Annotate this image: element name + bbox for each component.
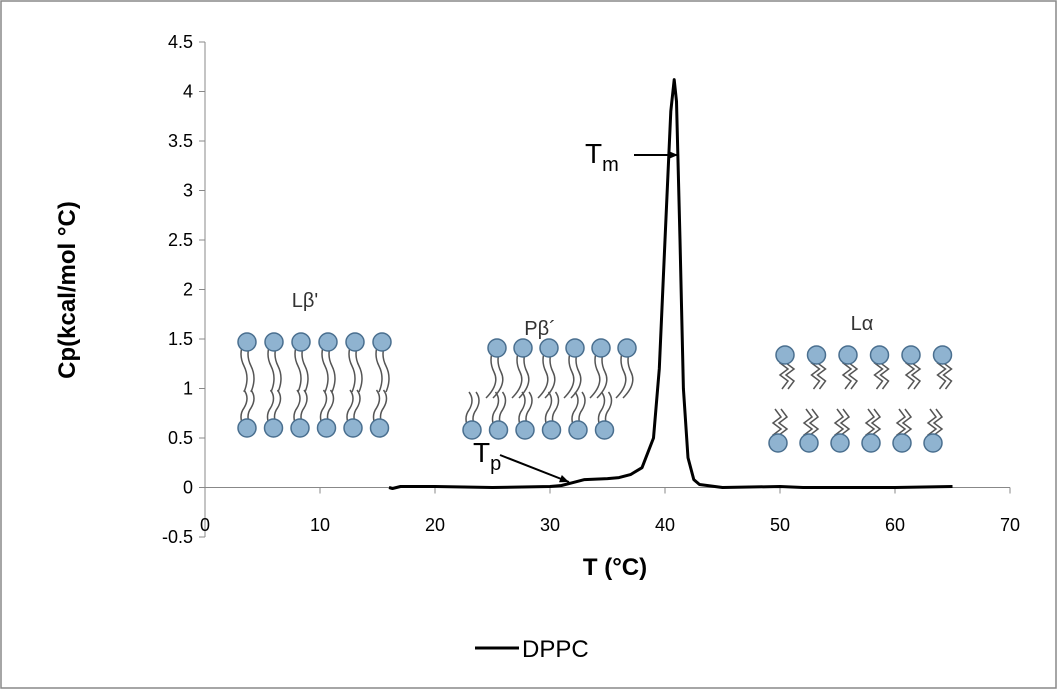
x-tick-label: 60 [885, 515, 905, 535]
lipid-head [932, 345, 953, 365]
phase-diagrams [237, 332, 953, 453]
lipid-head [345, 332, 365, 352]
lipid-head [768, 433, 788, 453]
y-tick-label: 4 [183, 82, 193, 102]
x-tick-label: 50 [770, 515, 790, 535]
lipid-head [264, 332, 284, 352]
lipid-head [487, 338, 507, 358]
x-tick-label: 0 [200, 515, 210, 535]
annotation: Tp [473, 437, 501, 475]
y-tick-label: 0 [183, 478, 193, 498]
lipid-head [237, 332, 257, 352]
lipid-head [513, 338, 533, 358]
lipid-head [923, 433, 943, 453]
y-axis-label: Cp(kcal/mol °C) [54, 201, 81, 379]
lipid-head [565, 338, 585, 358]
lipid-head [343, 418, 363, 438]
lipid-head [568, 420, 588, 440]
lipid-head [861, 433, 881, 453]
lipid-head [290, 418, 310, 438]
y-tick-label: 1 [183, 379, 193, 399]
x-tick-label: 40 [655, 515, 675, 535]
phase-label: Pβ´ [524, 318, 556, 340]
lipid-head [869, 345, 890, 365]
lipid-head [316, 418, 337, 438]
phase-label: Lα [851, 313, 874, 335]
x-tick-label: 30 [540, 515, 560, 535]
annotation-arrow [499, 454, 570, 483]
x-tick-label: 20 [425, 515, 445, 535]
lipid-head [799, 433, 819, 453]
x-tick-label: 10 [310, 515, 330, 535]
y-tick-label: 3 [183, 181, 193, 201]
lipid-head [488, 420, 509, 440]
lipid-head [291, 332, 311, 352]
lipid-head [369, 418, 390, 438]
lipid-head [594, 420, 615, 440]
legend-label: DPPC [522, 636, 589, 663]
data-line [388, 78, 953, 490]
lipid-head [838, 345, 858, 365]
lipid-head [775, 345, 795, 365]
lipid-head [318, 332, 338, 352]
y-tick-label: 2.5 [168, 230, 193, 250]
y-tick-label: 0.5 [168, 428, 193, 448]
lipid-head [515, 420, 535, 440]
y-tick-label: 4.5 [168, 32, 193, 52]
y-tick-label: 3.5 [168, 131, 193, 151]
y-tick-label: -0.5 [162, 527, 193, 547]
lipid-head [263, 418, 284, 438]
y-tick-label: 1.5 [168, 329, 193, 349]
lipid-head [591, 338, 611, 358]
lipid-head [806, 345, 827, 365]
arrow-head [559, 475, 569, 483]
annotation-text: T [473, 437, 490, 468]
annotation-subscript: m [602, 154, 619, 176]
arrow-head [668, 151, 678, 159]
annotation: Tm [585, 138, 619, 176]
lipid-head [901, 345, 921, 365]
lipid-head [830, 433, 850, 453]
lipid-head [539, 338, 559, 358]
lipid-head [892, 433, 912, 453]
lipid-head [617, 338, 637, 358]
lipid-head [462, 420, 482, 440]
annotation-subscript: p [490, 453, 501, 475]
lipid-head [372, 332, 392, 352]
x-axis-label: T (°C) [583, 554, 647, 581]
phase-label: Lβ' [292, 290, 318, 312]
lipid-head [541, 420, 562, 440]
y-tick-label: 2 [183, 280, 193, 300]
lipid-head [237, 418, 257, 438]
x-tick-label: 70 [1000, 515, 1020, 535]
annotation-text: T [585, 138, 602, 169]
